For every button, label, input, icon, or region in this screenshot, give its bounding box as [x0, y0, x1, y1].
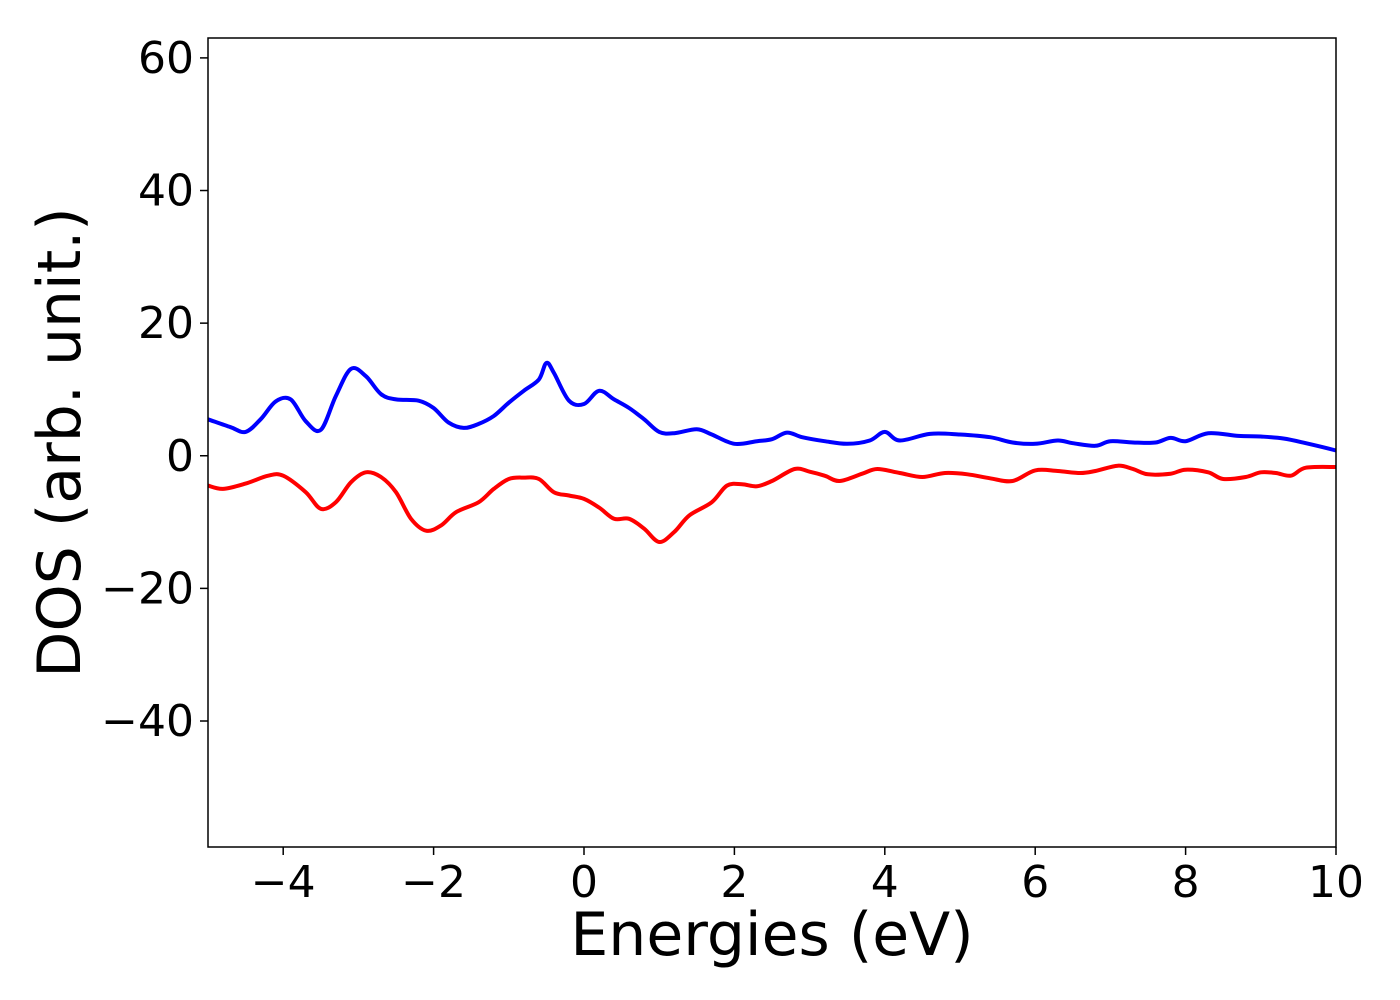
- x-tick-label: 10: [1308, 857, 1364, 908]
- x-tick-label: −4: [251, 857, 316, 908]
- y-tick-label: 20: [138, 298, 194, 349]
- y-tick-label: −40: [101, 696, 194, 747]
- y-tick-label: 60: [138, 33, 194, 84]
- x-tick-label: 2: [720, 857, 748, 908]
- x-tick-label: 0: [570, 857, 598, 908]
- x-tick-label: −2: [401, 857, 466, 908]
- series-line-2: [207, 463, 1337, 544]
- x-tick-label: 8: [1172, 857, 1200, 908]
- x-tick-label: 4: [871, 857, 899, 908]
- series-layer: [207, 360, 1337, 544]
- y-tick-label: 0: [166, 431, 194, 482]
- x-axis-title: Energies (eV): [570, 900, 973, 970]
- y-tick-label: 40: [138, 166, 194, 217]
- y-axis-title: DOS (arb. unit.): [25, 207, 95, 677]
- x-axis-ticks: −4 −2 0 2 4 6 8 10: [251, 847, 1364, 908]
- y-tick-label: −20: [101, 563, 194, 614]
- x-tick-label: 6: [1021, 857, 1049, 908]
- y-axis-ticks: −40 −20 0 20 40 60: [101, 33, 208, 747]
- series-line-1: [207, 360, 1337, 453]
- plot-frame: [207, 37, 1337, 848]
